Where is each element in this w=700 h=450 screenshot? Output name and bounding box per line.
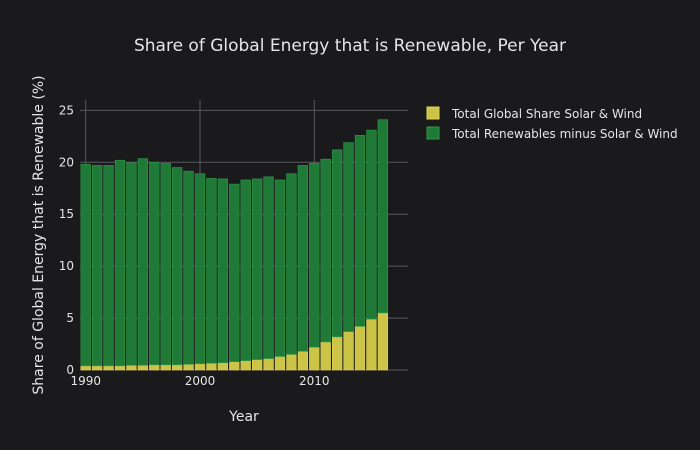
bar-renewables-minus-solar-wind[interactable]	[103, 165, 114, 367]
legend: Total Global Share Solar & Wind Total Re…	[426, 106, 678, 141]
y-tick-label: 0	[66, 363, 74, 377]
chart-title: Share of Global Energy that is Renewable…	[134, 36, 566, 56]
bar-solar-wind[interactable]	[274, 356, 286, 371]
bar-renewables-minus-solar-wind[interactable]	[251, 178, 263, 360]
bar-renewables-minus-solar-wind[interactable]	[320, 158, 331, 343]
bar-renewables-minus-solar-wind[interactable]	[126, 162, 137, 366]
bar-solar-wind[interactable]	[343, 331, 354, 371]
bar-solar-wind[interactable]	[331, 336, 343, 371]
bar-renewables-minus-solar-wind[interactable]	[217, 178, 229, 364]
bar-renewables-minus-solar-wind[interactable]	[80, 164, 91, 367]
bar-solar-wind[interactable]	[80, 365, 91, 371]
y-tick-label: 5	[66, 311, 74, 325]
legend-swatch-renewables[interactable]	[426, 126, 440, 140]
bar-renewables-minus-solar-wind[interactable]	[343, 142, 354, 332]
x-tick-label: 2010	[299, 374, 330, 388]
bar-solar-wind[interactable]	[91, 365, 103, 371]
bar-renewables-minus-solar-wind[interactable]	[274, 179, 286, 357]
y-tick-label: 20	[59, 155, 74, 169]
bar-renewables-minus-solar-wind[interactable]	[240, 179, 251, 361]
bar-renewables-minus-solar-wind[interactable]	[194, 173, 206, 365]
bar-solar-wind[interactable]	[263, 358, 274, 371]
y-tick-label: 25	[59, 103, 74, 117]
legend-swatch-solar-wind[interactable]	[426, 106, 440, 120]
bar-solar-wind[interactable]	[149, 364, 160, 371]
bar-renewables-minus-solar-wind[interactable]	[206, 178, 217, 364]
bar-renewables-minus-solar-wind[interactable]	[229, 183, 240, 362]
bar-renewables-minus-solar-wind[interactable]	[160, 163, 171, 366]
bar-renewables-minus-solar-wind[interactable]	[171, 167, 183, 366]
bar-solar-wind[interactable]	[171, 364, 183, 371]
legend-label-renewables[interactable]: Total Renewables minus Solar & Wind	[451, 127, 678, 141]
bar-solar-wind[interactable]	[217, 362, 229, 371]
bar-solar-wind[interactable]	[103, 365, 114, 371]
bar-solar-wind[interactable]	[251, 359, 263, 371]
bar-solar-wind[interactable]	[366, 318, 377, 371]
bar-solar-wind[interactable]	[206, 362, 217, 371]
legend-label-solar-wind[interactable]: Total Global Share Solar & Wind	[451, 107, 642, 121]
bar-renewables-minus-solar-wind[interactable]	[91, 165, 103, 367]
x-tick-label: 2000	[185, 374, 216, 388]
bar-renewables-minus-solar-wind[interactable]	[354, 135, 366, 327]
bar-renewables-minus-solar-wind[interactable]	[331, 149, 343, 338]
y-axis-ticks: 0 5 10 15 20 25	[59, 103, 74, 377]
bar-solar-wind[interactable]	[183, 363, 194, 371]
bar-solar-wind[interactable]	[126, 365, 137, 371]
y-tick-label: 10	[59, 259, 74, 273]
bar-renewables-minus-solar-wind[interactable]	[297, 165, 309, 352]
x-tick-label: 1990	[70, 374, 101, 388]
bar-renewables-minus-solar-wind[interactable]	[263, 176, 274, 359]
y-axis-title: Share of Global Energy that is Renewable…	[31, 75, 47, 394]
bar-renewables-minus-solar-wind[interactable]	[366, 129, 377, 320]
bar-solar-wind[interactable]	[354, 326, 366, 371]
bar-renewables-minus-solar-wind[interactable]	[114, 159, 126, 367]
x-axis-title: Year	[228, 409, 259, 425]
bar-solar-wind[interactable]	[286, 354, 297, 371]
bar-solar-wind[interactable]	[240, 360, 251, 371]
bar-renewables-minus-solar-wind[interactable]	[309, 163, 320, 348]
bar-solar-wind[interactable]	[194, 363, 206, 371]
bar-renewables-minus-solar-wind[interactable]	[286, 173, 297, 355]
bar-solar-wind[interactable]	[297, 351, 309, 371]
bar-solar-wind[interactable]	[377, 312, 389, 371]
bar-renewables-minus-solar-wind[interactable]	[377, 119, 389, 314]
bars	[80, 119, 389, 371]
bar-renewables-minus-solar-wind[interactable]	[183, 170, 194, 365]
x-axis-ticks: 1990 2000 2010	[70, 374, 329, 388]
bar-solar-wind[interactable]	[160, 364, 171, 371]
bar-solar-wind[interactable]	[229, 361, 240, 371]
bar-renewables-minus-solar-wind[interactable]	[137, 158, 149, 366]
bar-solar-wind[interactable]	[309, 346, 320, 371]
bar-renewables-minus-solar-wind[interactable]	[149, 162, 160, 366]
y-tick-label: 15	[59, 207, 74, 221]
bar-solar-wind[interactable]	[320, 341, 331, 371]
bar-solar-wind[interactable]	[137, 365, 149, 371]
bar-solar-wind[interactable]	[114, 365, 126, 371]
